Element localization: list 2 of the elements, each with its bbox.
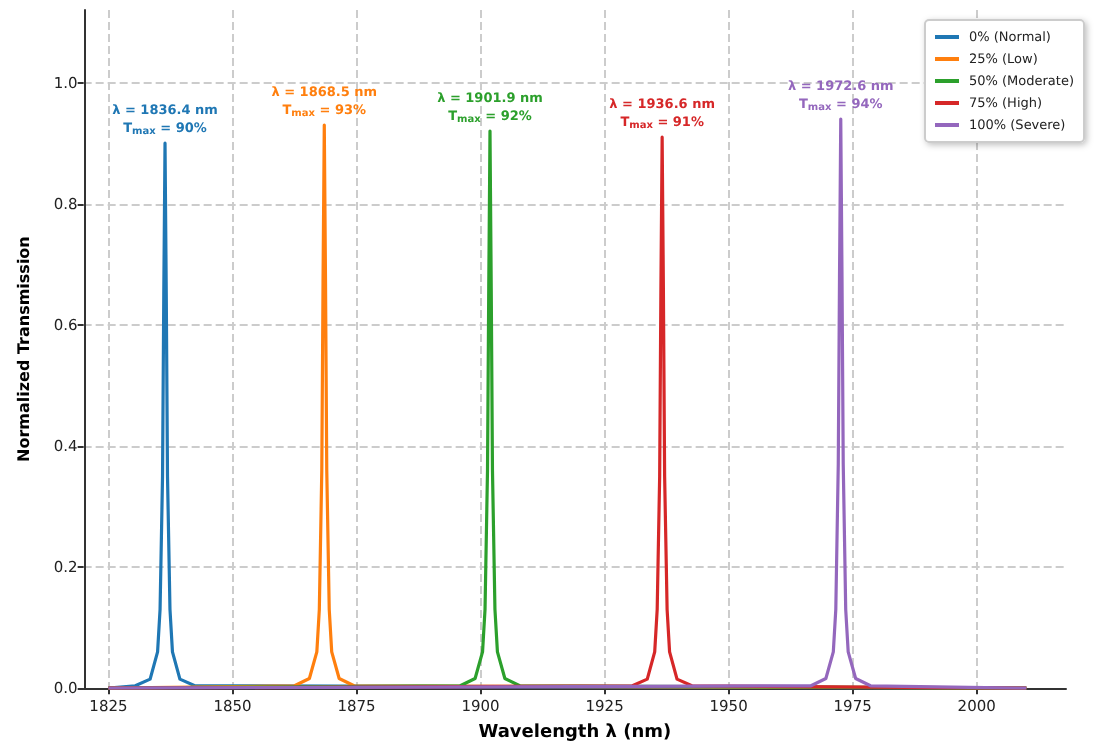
x-axis-title: Wavelength λ (nm) [478,723,672,743]
y-axis-title: Normalized Transmission [15,235,33,462]
